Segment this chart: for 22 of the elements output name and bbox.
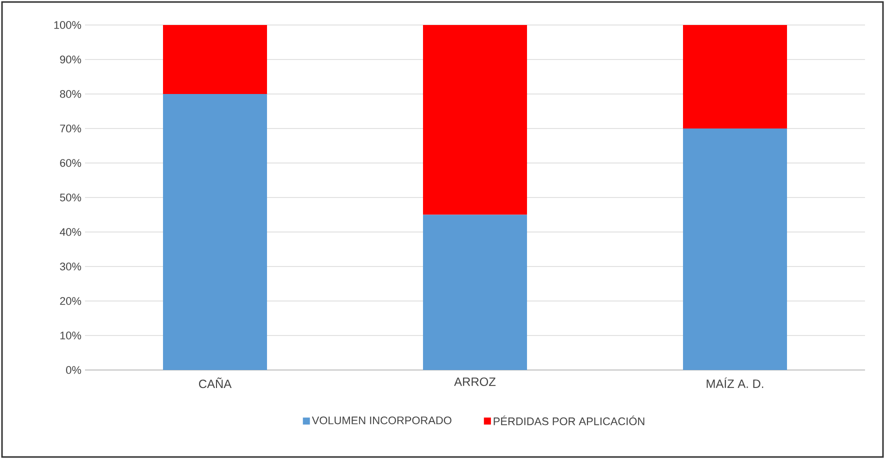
y-tick-label: 50% bbox=[60, 194, 82, 202]
x-tick-label: ARROZ bbox=[454, 378, 496, 386]
y-tick-label: 100% bbox=[54, 21, 82, 29]
y-tick-label: 60% bbox=[60, 159, 82, 167]
bar bbox=[423, 24, 528, 215]
y-tick-label: 20% bbox=[60, 297, 82, 305]
bar bbox=[683, 128, 788, 370]
y-tick-label: 40% bbox=[60, 228, 82, 236]
y-tick-label: 90% bbox=[60, 56, 82, 64]
y-tick-label: 80% bbox=[60, 90, 82, 98]
y-tick-label: 70% bbox=[60, 124, 82, 132]
x-tick-label: CAÑA bbox=[199, 378, 232, 388]
legend-label: PÉRDIDAS POR APLICACIÓN bbox=[494, 416, 644, 426]
x-tick-label: MAÍZ A. D. bbox=[706, 378, 764, 388]
legend-label: VOLUMEN INCORPORADO bbox=[312, 416, 452, 424]
bar bbox=[683, 24, 788, 128]
bar bbox=[423, 214, 528, 370]
y-tick-label: 30% bbox=[60, 262, 82, 270]
bar bbox=[163, 24, 268, 94]
y-tick-label: 10% bbox=[60, 332, 82, 340]
bar bbox=[163, 94, 268, 370]
y-tick-label: 0% bbox=[66, 366, 82, 374]
